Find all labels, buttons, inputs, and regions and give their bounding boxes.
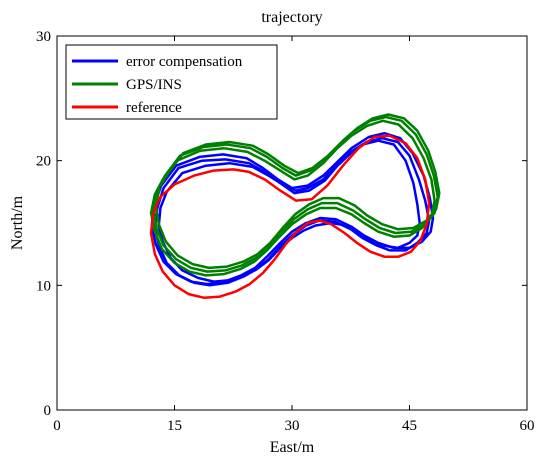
x-tick-labels: 0 15 30 45 60 xyxy=(53,418,534,434)
y-axis-label: North/m xyxy=(9,195,26,250)
x-tick-label: 0 xyxy=(53,418,61,434)
series-gps-ins-lap-1 xyxy=(149,119,436,277)
y-tick-label: 30 xyxy=(36,29,51,45)
x-tick-label: 45 xyxy=(402,418,417,434)
legend-entry-error-compensation: error compensation xyxy=(126,54,243,70)
series-error-compensation-lap-2 xyxy=(153,136,431,287)
series-error-compensation-lap-3 xyxy=(150,131,435,286)
x-tick-label: 15 xyxy=(167,418,182,434)
y-tick-label: 20 xyxy=(36,154,51,170)
legend-entry-reference: reference xyxy=(126,100,182,116)
series-reference-lap-1 xyxy=(149,134,431,300)
x-tick-label: 30 xyxy=(285,418,300,434)
legend: error compensation GPS/INS reference xyxy=(65,44,278,120)
legend-entry-gps-ins: GPS/INS xyxy=(126,77,182,93)
y-tick-label: 0 xyxy=(44,403,52,419)
series-gps-ins-lap-3 xyxy=(154,113,441,270)
tick-marks xyxy=(56,35,528,411)
series-gps-ins-lap-2 xyxy=(152,115,439,273)
y-tick-label: 10 xyxy=(36,278,51,294)
series-layer xyxy=(149,113,441,300)
y-tick-labels: 0 10 20 30 xyxy=(36,29,51,419)
x-axis-label: East/m xyxy=(270,439,315,456)
chart-title: trajectory xyxy=(261,9,322,26)
x-tick-label: 60 xyxy=(520,418,535,434)
